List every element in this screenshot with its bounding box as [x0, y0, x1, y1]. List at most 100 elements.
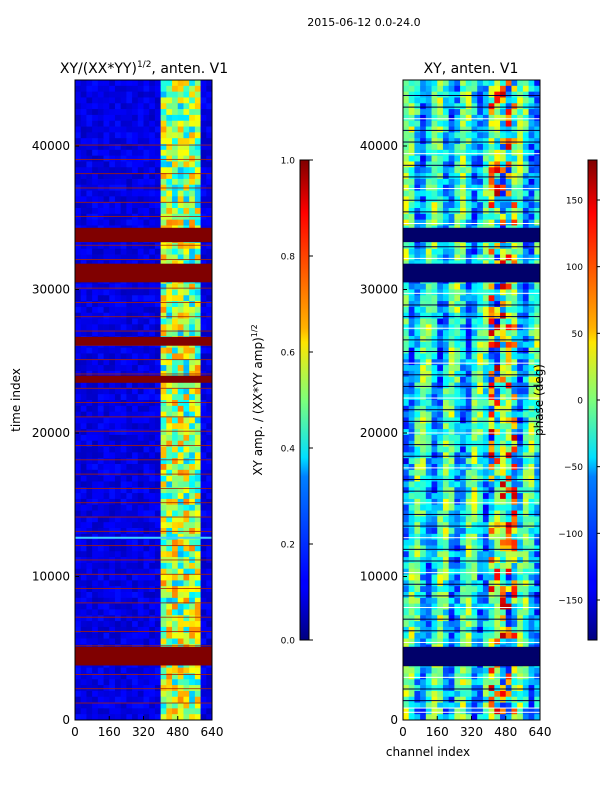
heatmap-cell — [114, 132, 122, 139]
heatmap-cell — [189, 144, 196, 151]
heatmap-cell — [166, 679, 173, 686]
heatmap-cell — [200, 254, 207, 261]
heatmap-cell — [431, 615, 438, 622]
heatmap-cell — [454, 592, 461, 599]
heatmap-cell — [80, 318, 87, 325]
heatmap-cell — [482, 429, 490, 436]
heatmap-cell — [414, 592, 421, 599]
heatmap-cell — [75, 562, 82, 570]
heatmap-cell — [505, 196, 512, 203]
heatmap-cell — [183, 673, 190, 680]
heatmap-cell — [482, 196, 490, 203]
heatmap-cell — [109, 208, 116, 215]
heatmap-cell — [505, 254, 512, 261]
heatmap-cell — [166, 138, 173, 145]
heatmap-cell — [420, 400, 427, 407]
heatmap-cell — [97, 597, 104, 605]
heatmap-cell — [132, 324, 139, 331]
heatmap-cell — [75, 80, 82, 87]
heatmap-cell — [494, 353, 501, 360]
heatmap-cell — [189, 708, 196, 715]
heatmap-cell — [189, 429, 196, 436]
heatmap-cell — [172, 138, 179, 145]
heatmap-cell — [149, 685, 156, 692]
heatmap-cell — [403, 242, 410, 250]
y-tick-label: 0 — [62, 713, 70, 727]
heatmap-cell — [183, 562, 190, 570]
heatmap-cell — [454, 149, 461, 157]
heatmap-cell — [86, 475, 93, 482]
heatmap-cell — [528, 120, 535, 127]
heatmap-cell — [448, 312, 455, 319]
heatmap-cell — [172, 202, 179, 209]
heatmap-cell — [528, 301, 535, 308]
heatmap-cell — [471, 551, 478, 558]
heatmap-cell — [206, 208, 212, 215]
heatmap-cell — [431, 306, 438, 314]
heatmap-cell — [183, 365, 190, 372]
heatmap-cell — [408, 429, 415, 436]
heatmap-cell — [97, 388, 104, 395]
heatmap-cell — [437, 475, 444, 482]
heatmap-cell — [528, 190, 535, 197]
heatmap-cell — [92, 667, 99, 674]
heatmap-cell — [97, 312, 104, 319]
heatmap-cell — [454, 434, 461, 442]
heatmap-cell — [143, 109, 150, 116]
heatmap-cell — [420, 85, 427, 93]
heatmap-cell — [75, 359, 82, 366]
heatmap-cell — [194, 417, 201, 424]
heatmap-cell — [425, 533, 432, 541]
heatmap-cell — [511, 248, 518, 255]
heatmap-cell — [460, 493, 467, 500]
heatmap-cell — [420, 353, 427, 360]
heatmap-cell — [149, 469, 156, 477]
heatmap-cell — [189, 85, 196, 93]
heatmap-cell — [454, 91, 461, 98]
heatmap-cell — [465, 498, 472, 506]
heatmap-cell — [166, 452, 173, 459]
heatmap-cell — [177, 679, 184, 686]
heatmap-cell — [482, 405, 490, 413]
heatmap-cell — [143, 202, 150, 209]
heatmap-cell — [149, 301, 156, 308]
heatmap-cell — [160, 551, 167, 558]
heatmap-cell — [92, 609, 99, 616]
heatmap-cell — [92, 458, 99, 465]
heatmap-cell — [160, 312, 167, 319]
heatmap-cell — [454, 103, 461, 110]
heatmap-cell — [403, 155, 410, 162]
heatmap-cell — [482, 394, 490, 401]
heatmap-cell — [103, 405, 110, 413]
heatmap-cell — [194, 365, 201, 372]
heatmap-cell — [420, 603, 427, 610]
heatmap-cell — [126, 155, 133, 162]
heatmap-cell — [528, 149, 535, 157]
heatmap-cell — [172, 242, 179, 250]
heatmap-cell — [477, 510, 484, 517]
heatmap-cell — [206, 347, 212, 354]
heatmap-cell — [183, 493, 190, 500]
heatmap-cell — [425, 301, 432, 308]
heatmap-cell — [442, 295, 450, 302]
heatmap-cell — [126, 685, 133, 692]
heatmap-cell — [177, 580, 184, 587]
heatmap-cell — [528, 173, 535, 180]
heatmap-cell — [137, 254, 144, 261]
heatmap-cell — [143, 417, 150, 424]
heatmap-cell — [431, 324, 438, 331]
heatmap-cell — [166, 522, 173, 529]
heatmap-cell — [92, 196, 99, 203]
heatmap-cell — [442, 149, 450, 157]
heatmap-cell — [511, 330, 518, 337]
heatmap-cell — [494, 615, 501, 622]
heatmap-cell — [465, 85, 472, 93]
heatmap-cell — [103, 504, 110, 511]
heatmap-cell — [114, 539, 122, 546]
heatmap-cell — [206, 388, 212, 395]
heatmap-cell — [448, 557, 455, 564]
heatmap-cell — [460, 208, 467, 215]
heatmap-cell — [403, 528, 410, 535]
heatmap-cell — [522, 318, 529, 325]
heatmap-cell — [200, 80, 207, 87]
